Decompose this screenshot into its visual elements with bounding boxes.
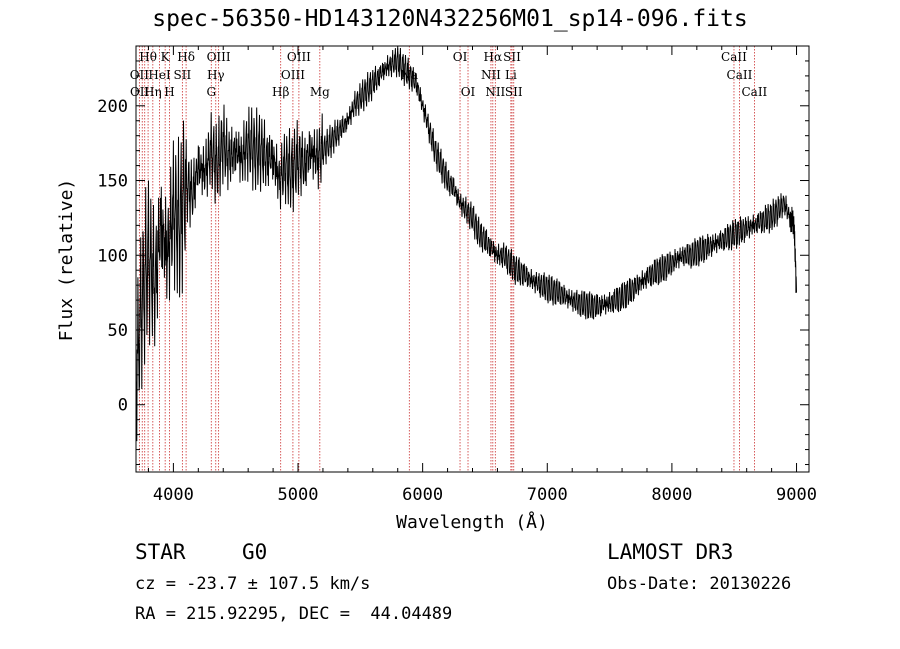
line-label-0: Hθ [139,50,157,64]
chart-title: spec-56350-HD143120N432256M01_sp14-096.f… [152,6,748,32]
y-tick-label-100: 100 [97,246,128,266]
line-label-24: OI [461,85,476,99]
line-label-1: K [161,50,171,64]
line-label-5: OI [453,50,468,64]
x-tick-label-7000: 7000 [527,485,568,505]
x-axis-ticks: 4000 5000 6000 7000 8000 9000 [147,46,817,505]
observation-date: Obs-Date: 20130226 [607,574,792,594]
spectrum-line [135,47,797,442]
line-label-10: HeI [148,68,171,82]
line-label-15: NII [481,68,501,82]
sky-coordinates: RA = 215.92295, DEC = 44.04489 [135,604,453,624]
y-tick-label-200: 200 [97,97,128,117]
line-label-20: H [164,85,174,99]
x-tick-label-8000: 8000 [651,485,692,505]
x-axis-label: Wavelength (Å) [396,511,548,533]
x-tick-label-5000: 5000 [278,485,319,505]
y-axis-label: Flux (relative) [56,179,77,342]
line-label-7: SII [503,50,521,64]
line-label-4: OIII [287,50,311,64]
line-label-16: Li [505,68,517,82]
line-label-18: OII [130,85,150,99]
line-label-14: Na [400,68,418,82]
line-label-21: G [206,85,216,99]
line-label-17: CaII [727,68,753,82]
plot-frame [135,45,810,473]
survey-name: LAMOST DR3 [607,540,734,564]
line-label-26: SII [505,85,523,99]
line-label-12: Hγ [207,68,225,82]
line-label-8: CaII [721,50,747,64]
line-label-6: Hα [484,50,503,64]
x-tick-label-9000: 9000 [776,485,817,505]
line-label-22: Hβ [272,85,289,99]
y-axis-ticks: 0 50 100 150 200 [97,45,809,466]
object-subclass: G0 [242,540,268,564]
spectrum-series [135,47,797,442]
y-tick-label-150: 150 [97,172,128,192]
y-tick-label-50: 50 [108,321,128,341]
line-label-19: Hη [144,85,162,99]
line-label-23: Mg [310,85,330,99]
line-label-27: CaII [741,85,767,99]
line-label-13: OIII [281,68,305,82]
x-tick-label-4000: 4000 [153,485,194,505]
line-label-11: SII [174,68,192,82]
line-label-25: NII [485,85,505,99]
line-label-3: OIII [207,50,231,64]
redshift-velocity: cz = -23.7 ± 107.5 km/s [135,574,371,594]
line-label-9: OII [130,68,150,82]
y-tick-label-0: 0 [118,396,128,416]
line-label-2: Hδ [177,50,195,64]
object-class: STAR [135,540,186,564]
x-tick-label-6000: 6000 [402,485,443,505]
